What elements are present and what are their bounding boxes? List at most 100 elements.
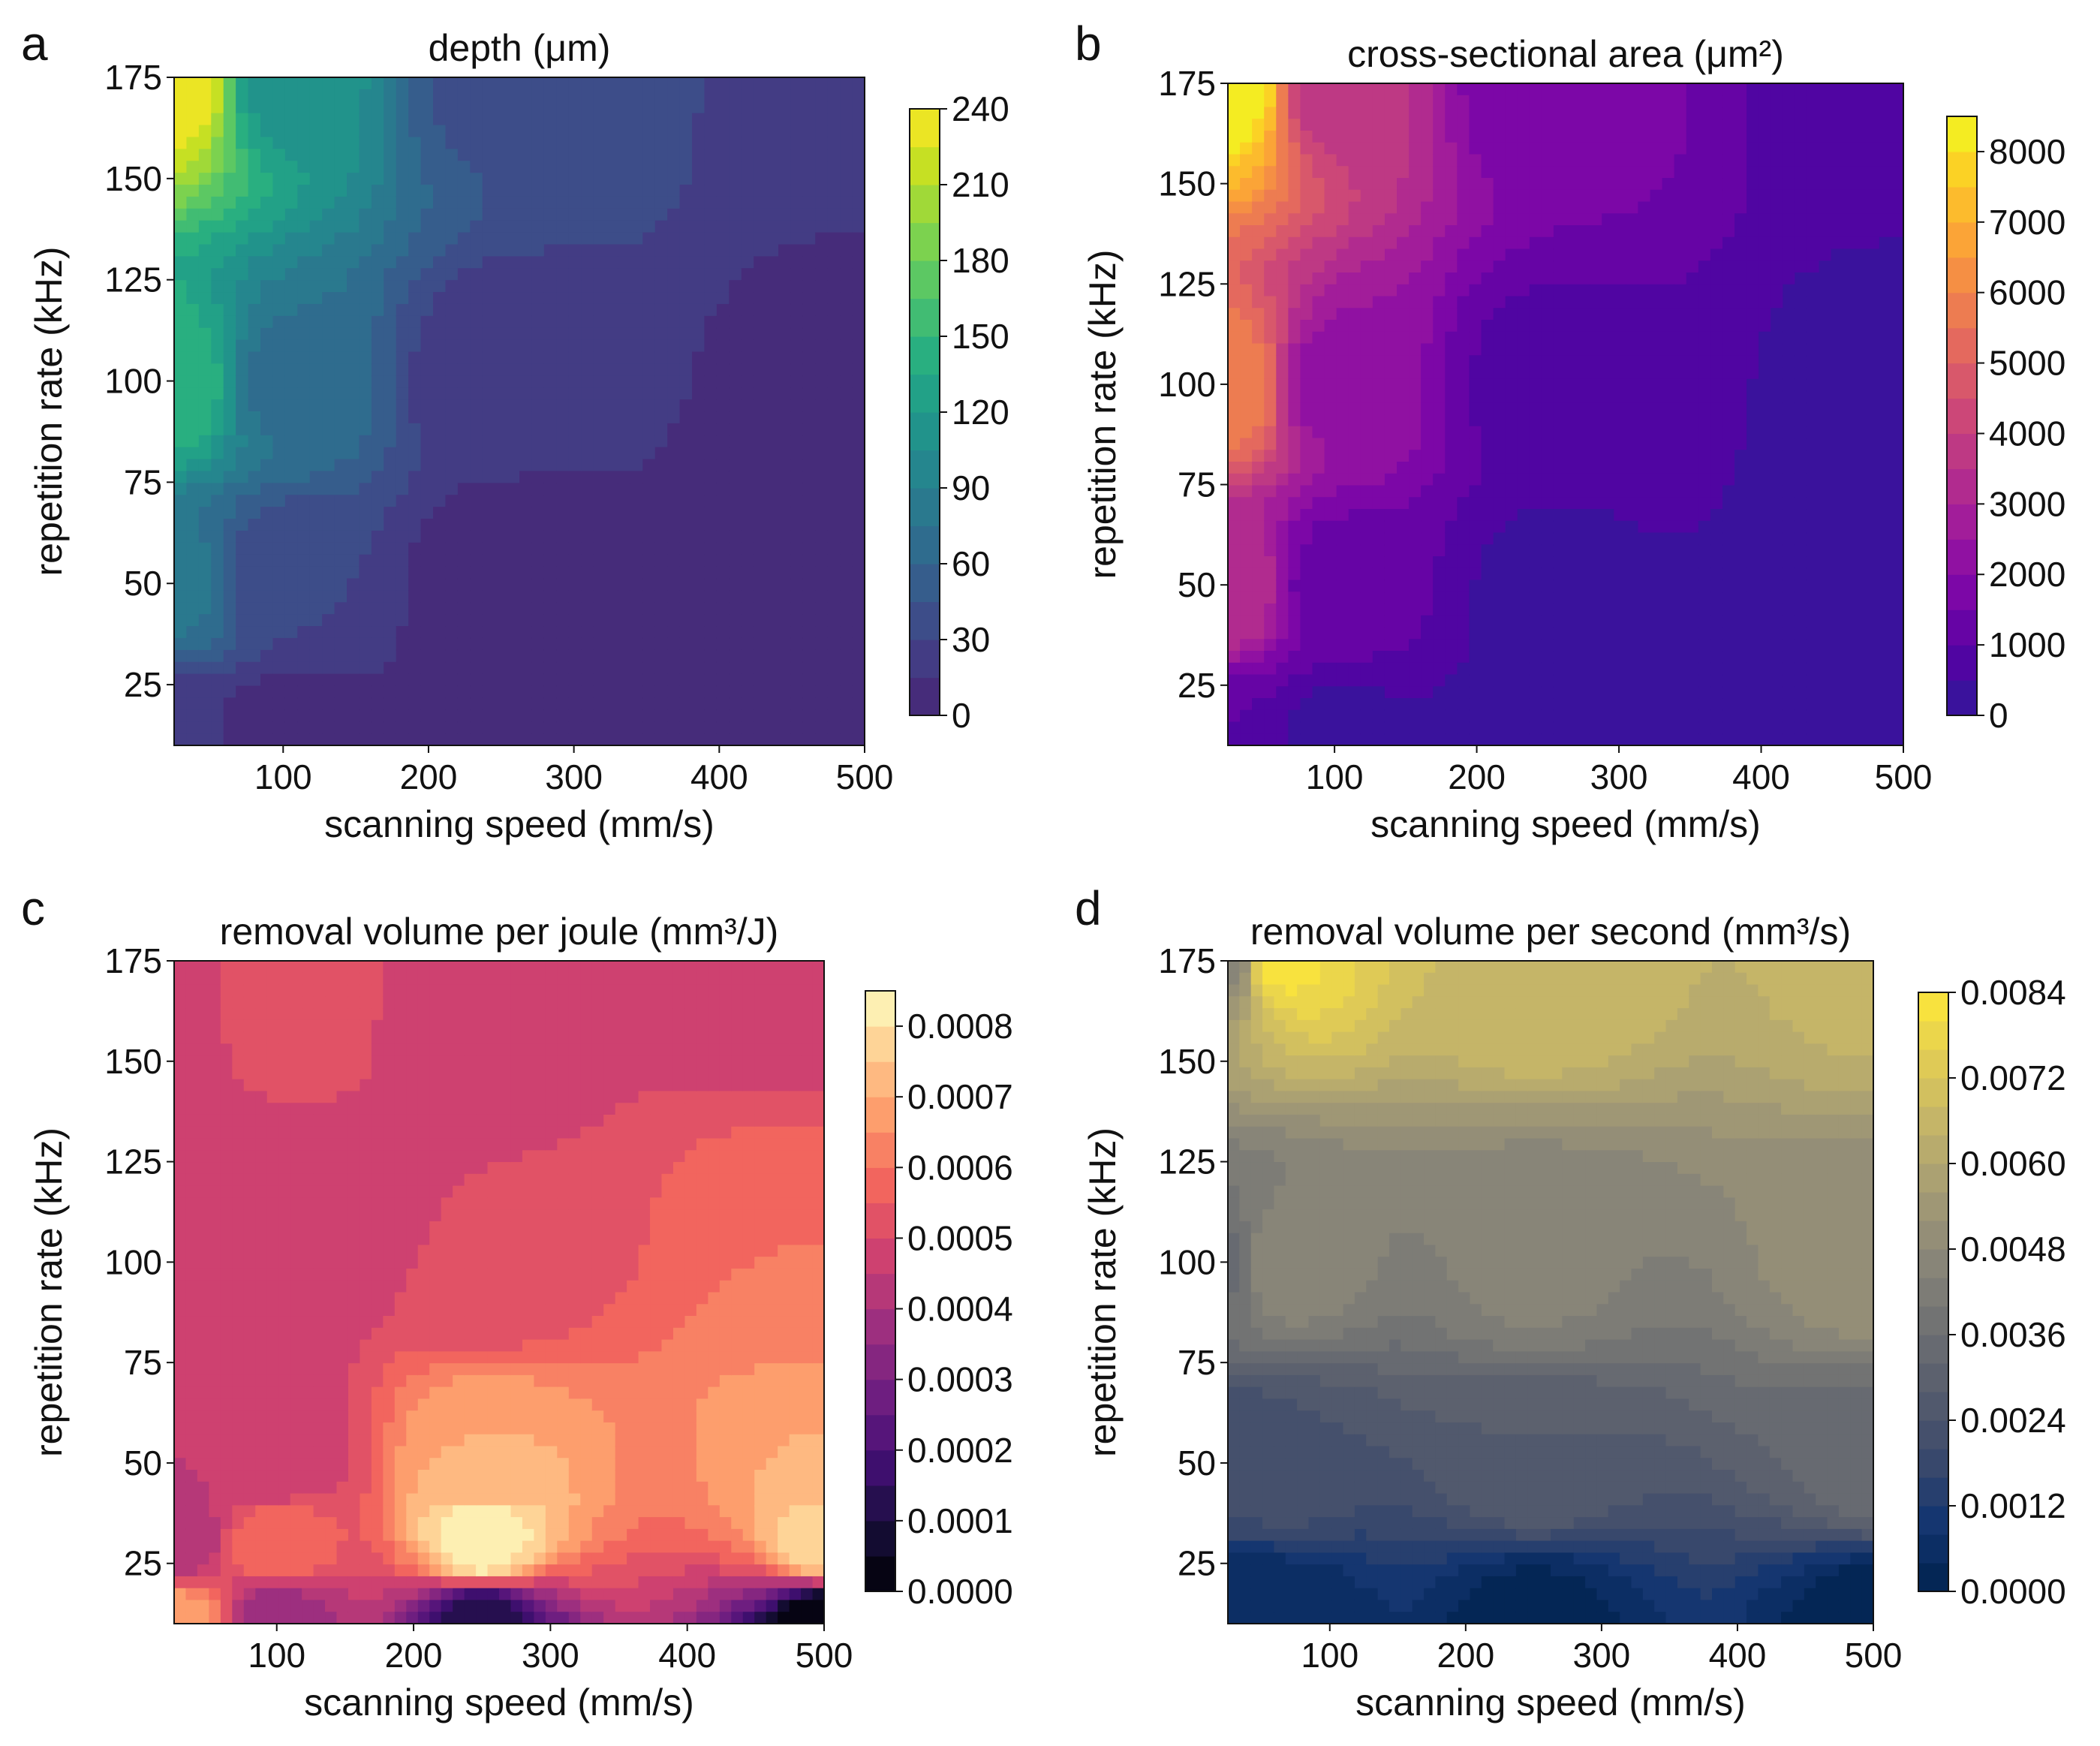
contour-cell	[1493, 367, 1506, 380]
contour-cell	[1566, 308, 1578, 321]
contour-cell	[470, 423, 483, 436]
contour-cell	[1505, 308, 1518, 321]
contour-cell	[852, 292, 865, 305]
contour-cell	[1602, 473, 1615, 486]
contour-cell	[1529, 248, 1542, 262]
contour-cell	[852, 530, 865, 543]
contour-cell	[284, 351, 299, 365]
contour-cell	[741, 268, 754, 281]
contour-cell	[729, 507, 742, 519]
contour-cell	[174, 435, 188, 448]
contour-cell	[371, 530, 385, 543]
contour-cell	[322, 363, 335, 377]
contour-cell	[174, 447, 188, 460]
contour-cell	[223, 327, 236, 341]
contour-cell	[1312, 462, 1325, 474]
contour-cell	[766, 280, 779, 293]
contour-cell	[543, 363, 558, 377]
contour-cell	[1288, 414, 1301, 427]
contour-cell	[1553, 556, 1566, 569]
contour-cell	[1517, 509, 1530, 522]
contour-cell	[1300, 131, 1313, 143]
contour-cell	[284, 673, 299, 687]
contour-cell	[445, 709, 459, 723]
contour-cell	[1300, 119, 1313, 131]
contour-cell	[198, 566, 212, 579]
contour-cell	[581, 554, 594, 567]
contour-cell	[1421, 520, 1434, 534]
contour-cell	[322, 673, 335, 687]
contour-cell	[1541, 473, 1554, 486]
contour-cell	[1517, 95, 1530, 108]
contour-cell	[531, 375, 545, 389]
contour-cell	[654, 626, 668, 639]
contour-cell	[741, 507, 754, 519]
contour-cell	[433, 602, 447, 615]
contour-cell	[630, 161, 644, 173]
contour-cell	[470, 661, 483, 675]
contour-cell	[1602, 438, 1615, 451]
contour-cell	[568, 530, 582, 543]
contour-cell	[1384, 225, 1397, 238]
contour-cell	[1252, 556, 1265, 569]
contour-cell	[790, 101, 804, 114]
contour-cell	[1566, 450, 1578, 462]
contour-cell	[1578, 473, 1590, 486]
contour-cell	[741, 220, 754, 233]
contour-cell	[1240, 225, 1253, 238]
contour-cell	[1517, 450, 1530, 462]
contour-cell	[593, 327, 606, 341]
contour-cell	[186, 459, 200, 472]
contour-cell	[297, 375, 311, 389]
contour-cell	[729, 530, 742, 543]
contour-cell	[248, 614, 261, 627]
contour-cell	[1252, 107, 1265, 120]
contour-cell	[198, 637, 212, 651]
contour-cell	[1397, 604, 1410, 616]
contour-cell	[679, 244, 693, 257]
contour-cell	[420, 483, 434, 496]
contour-cell	[618, 77, 631, 90]
contour-cell	[827, 256, 841, 269]
contour-cell	[445, 208, 459, 221]
contour-cell	[297, 554, 311, 567]
contour-cell	[704, 673, 718, 687]
contour-cell	[1288, 320, 1301, 333]
contour-cell	[1578, 83, 1590, 96]
contour-cell	[1372, 166, 1385, 179]
contour-cell	[840, 459, 853, 472]
contour-cell	[1602, 556, 1615, 569]
contour-cell	[568, 399, 582, 412]
contour-cell	[1252, 721, 1265, 735]
contour-cell	[852, 363, 865, 377]
contour-cell	[470, 77, 483, 90]
contour-cell	[1348, 627, 1361, 640]
contour-cell	[1336, 721, 1349, 735]
contour-cell	[606, 519, 619, 531]
contour-cell	[457, 459, 471, 472]
contour-cell	[1397, 343, 1410, 357]
contour-cell	[1240, 367, 1253, 380]
contour-cell	[790, 709, 804, 723]
contour-cell	[1409, 331, 1422, 345]
contour-cell	[679, 280, 693, 293]
contour-cell	[754, 626, 767, 639]
contour-cell	[445, 685, 459, 699]
contour-cell	[482, 435, 495, 448]
contour-cell	[827, 161, 841, 173]
contour-cell	[211, 507, 224, 519]
contour-cell	[1252, 284, 1265, 297]
contour-cell	[198, 590, 212, 604]
contour-cell	[692, 709, 706, 723]
contour-cell	[334, 495, 347, 507]
contour-cell	[618, 173, 631, 185]
contour-cell	[766, 303, 779, 317]
colorbar-tick-label: 90	[952, 468, 990, 507]
contour-cell	[1529, 532, 1542, 546]
contour-cell	[654, 220, 668, 233]
contour-cell	[716, 483, 730, 496]
contour-cell	[457, 101, 471, 114]
contour-cell	[1529, 378, 1542, 392]
contour-cell	[1590, 662, 1603, 676]
contour-cell	[1312, 308, 1325, 321]
